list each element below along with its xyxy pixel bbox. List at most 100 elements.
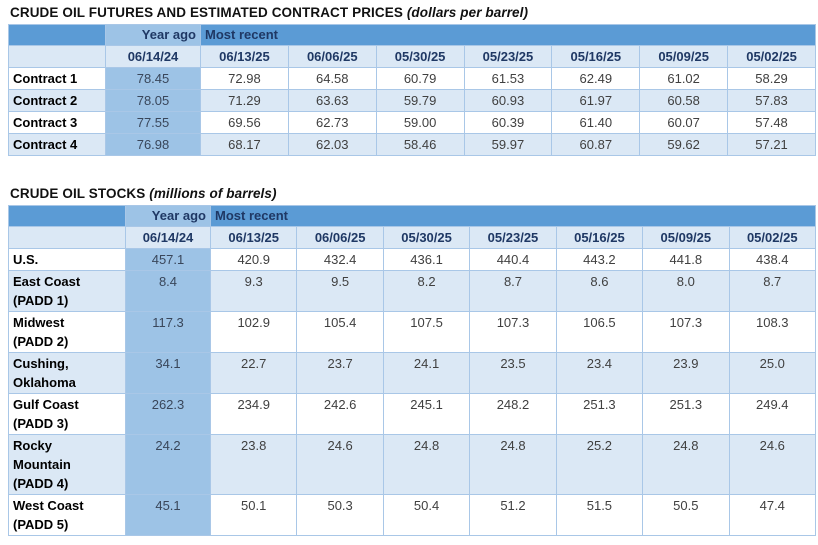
data-value: 62.49 [551, 67, 641, 90]
data-value: 24.8 [642, 434, 730, 495]
most-recent-header: Most recent [200, 24, 816, 46]
data-value: 9.5 [296, 270, 384, 312]
year-ago-value: 76.98 [105, 133, 201, 156]
data-value: 71.29 [200, 89, 289, 112]
data-value: 68.17 [200, 133, 289, 156]
row-label: Gulf Coast (PADD 3) [8, 393, 126, 435]
year-ago-value: 24.2 [125, 434, 211, 495]
data-value: 60.39 [463, 111, 553, 134]
row-label: Cushing, Oklahoma [8, 352, 126, 394]
row-label: Contract 4 [8, 133, 106, 156]
data-value: 251.3 [555, 393, 644, 435]
year-ago-value: 77.55 [105, 111, 201, 134]
data-value: 443.2 [555, 248, 644, 271]
year-ago-value: 78.45 [105, 67, 201, 90]
stocks-title-text: CRUDE OIL STOCKS [10, 186, 146, 201]
corner-cell [8, 24, 106, 46]
table-row: Contract 1 78.45 72.98 64.58 60.79 61.53 62.49… [8, 67, 816, 90]
blank-cell [8, 45, 106, 68]
year-ago-header: Year ago [105, 24, 201, 46]
stocks-section: CRUDE OIL STOCKS (millions of barrels) Y… [8, 186, 817, 536]
data-value: 25.2 [555, 434, 644, 495]
data-value: 64.58 [287, 67, 377, 90]
data-value: 23.4 [555, 352, 644, 394]
row-label: Midwest (PADD 2) [8, 311, 126, 353]
data-value: 60.93 [463, 89, 553, 112]
data-value: 24.1 [382, 352, 471, 394]
year-ago-value: 117.3 [125, 311, 211, 353]
table-row: Gulf Coast (PADD 3) 262.3 234.9 242.6 245.1 2… [8, 393, 817, 435]
stocks-title-unit: (millions of barrels) [149, 186, 277, 201]
data-value: 23.8 [209, 434, 298, 495]
data-value: 242.6 [296, 393, 384, 435]
stocks-table: Year ago Most recent 06/14/24 06/13/25 06/06… [8, 205, 817, 536]
date-header: 05/30/25 [382, 226, 471, 249]
date-header: 05/16/25 [551, 45, 641, 68]
data-value: 57.48 [727, 111, 816, 134]
table-header-row: Year ago Most recent [8, 205, 816, 227]
table-row: Cushing, Oklahoma 34.1 22.7 23.7 24.1 23.5 23.… [8, 352, 817, 394]
data-value: 60.58 [639, 89, 729, 112]
futures-table: Year ago Most recent 06/14/24 06/13/25 06/06… [8, 24, 816, 156]
data-value: 69.56 [200, 111, 289, 134]
date-header-row: 06/14/24 06/13/25 06/06/25 05/30/25 05/23/25… [8, 226, 817, 249]
date-header: 06/06/25 [287, 45, 377, 68]
data-value: 8.0 [642, 270, 730, 312]
stocks-table-title: CRUDE OIL STOCKS (millions of barrels) [10, 186, 816, 201]
corner-cell [8, 205, 126, 227]
data-value: 108.3 [728, 311, 817, 353]
data-value: 24.8 [469, 434, 557, 495]
row-label: Rocky Mountain (PADD 4) [8, 434, 126, 495]
data-value: 59.62 [639, 133, 729, 156]
data-value: 59.79 [375, 89, 465, 112]
table-row: Contract 2 78.05 71.29 63.63 59.79 60.93 61.97… [8, 89, 816, 112]
data-value: 251.3 [642, 393, 730, 435]
data-value: 248.2 [469, 393, 557, 435]
table-row: West Coast (PADD 5) 45.1 50.1 50.3 50.4 51.2 5… [8, 494, 817, 536]
year-ago-value: 457.1 [125, 248, 211, 271]
date-header: 05/30/25 [375, 45, 465, 68]
data-value: 50.4 [382, 494, 471, 536]
data-value: 8.7 [728, 270, 817, 312]
year-ago-value: 78.05 [105, 89, 201, 112]
date-header: 06/06/25 [296, 226, 384, 249]
data-value: 432.4 [296, 248, 384, 271]
futures-section: CRUDE OIL FUTURES AND ESTIMATED CONTRACT… [8, 5, 816, 156]
data-value: 61.97 [551, 89, 641, 112]
table-row: U.S. 457.1 420.9 432.4 436.1 440.4 443.2 441.8 4… [8, 248, 817, 271]
table-row: East Coast (PADD 1) 8.4 9.3 9.5 8.2 8.7 8.6 8.0… [8, 270, 817, 312]
most-recent-header: Most recent [210, 205, 816, 227]
data-value: 62.73 [287, 111, 377, 134]
data-value: 24.6 [296, 434, 384, 495]
date-header: 05/02/25 [727, 45, 816, 68]
row-label: East Coast (PADD 1) [8, 270, 126, 312]
data-value: 63.63 [287, 89, 377, 112]
data-value: 57.21 [727, 133, 816, 156]
data-value: 438.4 [728, 248, 817, 271]
blank-cell [8, 226, 126, 249]
data-value: 249.4 [728, 393, 817, 435]
data-value: 60.79 [375, 67, 465, 90]
data-value: 234.9 [209, 393, 298, 435]
year-ago-date: 06/14/24 [105, 45, 201, 68]
data-value: 51.2 [469, 494, 557, 536]
data-value: 58.46 [375, 133, 465, 156]
row-label: U.S. [8, 248, 126, 271]
data-value: 47.4 [728, 494, 817, 536]
row-label: West Coast (PADD 5) [8, 494, 126, 536]
data-value: 9.3 [209, 270, 298, 312]
futures-title-unit: (dollars per barrel) [406, 5, 529, 20]
date-header: 05/09/25 [639, 45, 729, 68]
data-value: 24.8 [382, 434, 471, 495]
data-value: 58.29 [727, 67, 816, 90]
data-value: 107.3 [642, 311, 730, 353]
table-row: Contract 3 77.55 69.56 62.73 59.00 60.39 61.40… [8, 111, 816, 134]
year-ago-value: 34.1 [125, 352, 211, 394]
data-value: 59.00 [375, 111, 465, 134]
data-value: 8.2 [382, 270, 471, 312]
data-value: 23.7 [296, 352, 384, 394]
table-row: Midwest (PADD 2) 117.3 102.9 105.4 107.5 107.… [8, 311, 817, 353]
data-value: 61.40 [551, 111, 641, 134]
row-label: Contract 2 [8, 89, 106, 112]
